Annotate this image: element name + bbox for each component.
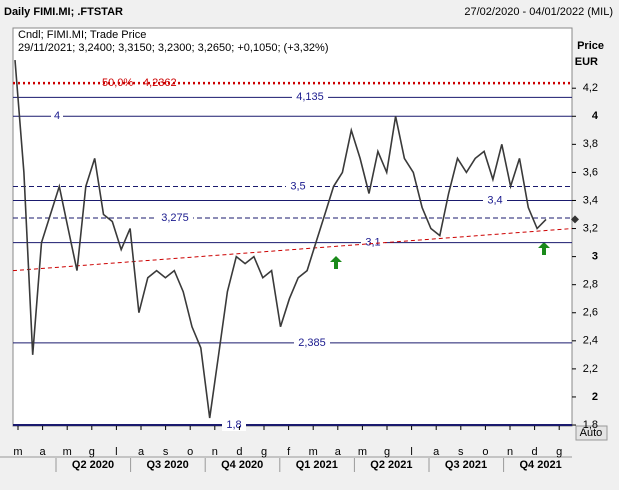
level-label-bg [483, 194, 507, 207]
x-tick-label: l [115, 446, 117, 458]
x-tick-label: g [384, 446, 390, 458]
y-tick-label: 3,2 [583, 222, 598, 234]
y-tick-label: 4,2 [583, 82, 598, 94]
x-tick-label: s [163, 446, 169, 458]
last-price-marker [571, 215, 579, 224]
level-label-bg [361, 236, 385, 249]
buy-arrow [538, 242, 550, 255]
x-tick-label: m [63, 446, 72, 458]
buy-arrow [330, 256, 342, 269]
y-axis-unit: EUR [575, 56, 598, 68]
level-label: 3,1 [365, 236, 380, 248]
x-tick-label: m [358, 446, 367, 458]
level-label: 4 [54, 110, 60, 122]
x-tick-label: g [556, 446, 562, 458]
date-range: 27/02/2020 - 04/01/2022 (MIL) [464, 6, 613, 18]
level-label-bg [157, 212, 193, 225]
plot-area [12, 27, 573, 427]
fib-ratio: 50,0% [102, 77, 133, 89]
level-label: 3,4 [487, 194, 502, 206]
y-tick-label: 1,8 [583, 419, 598, 431]
y-tick-label: 2,2 [583, 363, 598, 375]
level-label-bg [292, 91, 328, 104]
info-line: 29/11/2021; 3,2400; 3,3150; 3,2300; 3,26… [18, 42, 329, 54]
y-tick-label: 2,6 [583, 307, 598, 319]
quarter-label: Q4 2021 [519, 459, 561, 471]
x-tick-label: s [458, 446, 464, 458]
x-tick-label: l [410, 446, 412, 458]
y-tick-label: 3,4 [583, 194, 598, 206]
x-tick-label: a [40, 446, 47, 458]
x-tick-label: m [309, 446, 318, 458]
chart-title: Daily FIMI.MI; .FTSTAR [4, 6, 123, 18]
fib-value: 4,2362 [143, 77, 177, 89]
trendline [12, 228, 573, 272]
x-tick-label: m [13, 446, 22, 458]
price-line [14, 60, 547, 419]
level-label: 1,8 [226, 419, 241, 431]
quarter-label: Q1 2021 [296, 459, 338, 471]
x-tick-label: d [236, 446, 242, 458]
x-tick-label: d [532, 446, 538, 458]
level-label: 2,385 [298, 337, 326, 349]
x-tick-label: g [261, 446, 267, 458]
y-tick-label: 2 [592, 391, 598, 403]
level-label: 3,5 [290, 180, 305, 192]
level-label: 4,135 [296, 91, 324, 103]
auto-button-label[interactable]: Auto [580, 427, 603, 439]
level-label: 3,275 [161, 212, 189, 224]
x-tick-label: f [287, 446, 291, 458]
quarter-label: Q2 2021 [370, 459, 412, 471]
y-tick-label: 3,6 [583, 166, 598, 178]
quarter-label: Q3 2021 [445, 459, 487, 471]
x-tick-label: a [138, 446, 145, 458]
level-label-bg [222, 419, 246, 432]
x-tick-label: n [507, 446, 513, 458]
x-tick-label: o [482, 446, 488, 458]
x-tick-label: a [335, 446, 342, 458]
y-tick-label: 2,4 [583, 335, 598, 347]
x-tick-label: o [187, 446, 193, 458]
quarter-label: Q2 2020 [72, 459, 114, 471]
x-tick-label: g [89, 446, 95, 458]
y-tick-label: 3,8 [583, 138, 598, 150]
quarter-label: Q3 2020 [146, 459, 188, 471]
quarter-label: Q4 2020 [221, 459, 263, 471]
level-label-bg [51, 110, 63, 123]
y-tick-label: 3 [592, 251, 598, 263]
info-line: Cndl; FIMI.MI; Trade Price [18, 29, 146, 41]
x-tick-label: a [433, 446, 440, 458]
level-label-bg [294, 336, 330, 349]
x-tick-label: n [212, 446, 218, 458]
level-label-bg [286, 180, 310, 193]
y-tick-label: 2,8 [583, 279, 598, 291]
auto-button[interactable] [575, 425, 608, 441]
y-tick-label: 4 [592, 110, 599, 122]
y-axis-title: Price [577, 40, 604, 52]
